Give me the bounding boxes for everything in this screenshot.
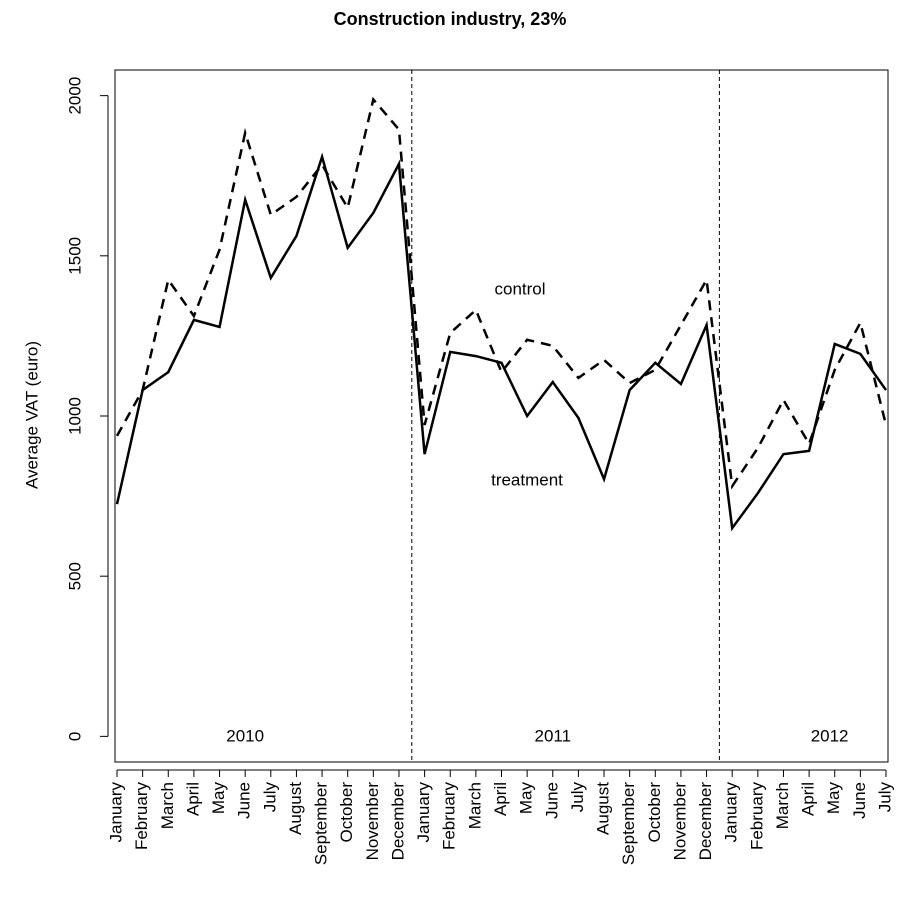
x-tick-label: February — [747, 782, 766, 851]
year-label: 2011 — [534, 726, 571, 745]
x-tick-label: September — [619, 782, 638, 865]
x-tick-label: June — [542, 782, 561, 819]
y-tick-label: 1000 — [65, 397, 84, 435]
chart-title: Construction industry, 23% — [334, 9, 567, 29]
x-tick-label: May — [517, 782, 536, 815]
series-line — [115, 152, 888, 532]
series-label: treatment — [491, 470, 563, 489]
x-tick-label: July — [568, 782, 587, 813]
y-tick-label: 0 — [65, 732, 84, 741]
x-tick-label: October — [645, 782, 664, 843]
x-tick-label: February — [132, 782, 151, 851]
y-tick-label: 2000 — [65, 77, 84, 115]
x-tick-label: January — [722, 782, 741, 843]
x-tick-label: May — [209, 782, 228, 815]
x-tick-label: August — [594, 782, 613, 835]
x-tick-label: March — [158, 782, 177, 829]
year-label: 2010 — [226, 726, 264, 745]
x-tick-label: March — [773, 782, 792, 829]
year-label: 2012 — [811, 726, 849, 745]
series-label: control — [494, 279, 545, 298]
y-tick-label: 500 — [65, 562, 84, 590]
x-tick-label: January — [414, 782, 433, 843]
x-tick-label: May — [824, 782, 843, 815]
plot-box — [114, 69, 889, 763]
x-tick-label: December — [388, 782, 407, 861]
x-tick-label: October — [337, 782, 356, 843]
x-tick-label: July — [875, 782, 894, 813]
y-axis-label: Average VAT (euro) — [22, 341, 41, 489]
x-tick-label: September — [312, 782, 331, 865]
x-tick-label: April — [183, 782, 202, 816]
y-tick-label: 1500 — [65, 237, 84, 275]
series-line — [115, 96, 888, 490]
x-tick-label: June — [235, 782, 254, 819]
x-tick-label: June — [850, 782, 869, 819]
x-tick-label: April — [491, 782, 510, 816]
x-tick-label: April — [799, 782, 818, 816]
x-tick-label: November — [363, 782, 382, 861]
x-tick-label: November — [670, 782, 689, 861]
x-tick-label: March — [465, 782, 484, 829]
x-tick-label: July — [260, 782, 279, 813]
x-tick-label: February — [440, 782, 459, 851]
x-tick-label: August — [286, 782, 305, 835]
x-tick-label: December — [696, 782, 715, 861]
x-tick-label: January — [106, 782, 125, 843]
